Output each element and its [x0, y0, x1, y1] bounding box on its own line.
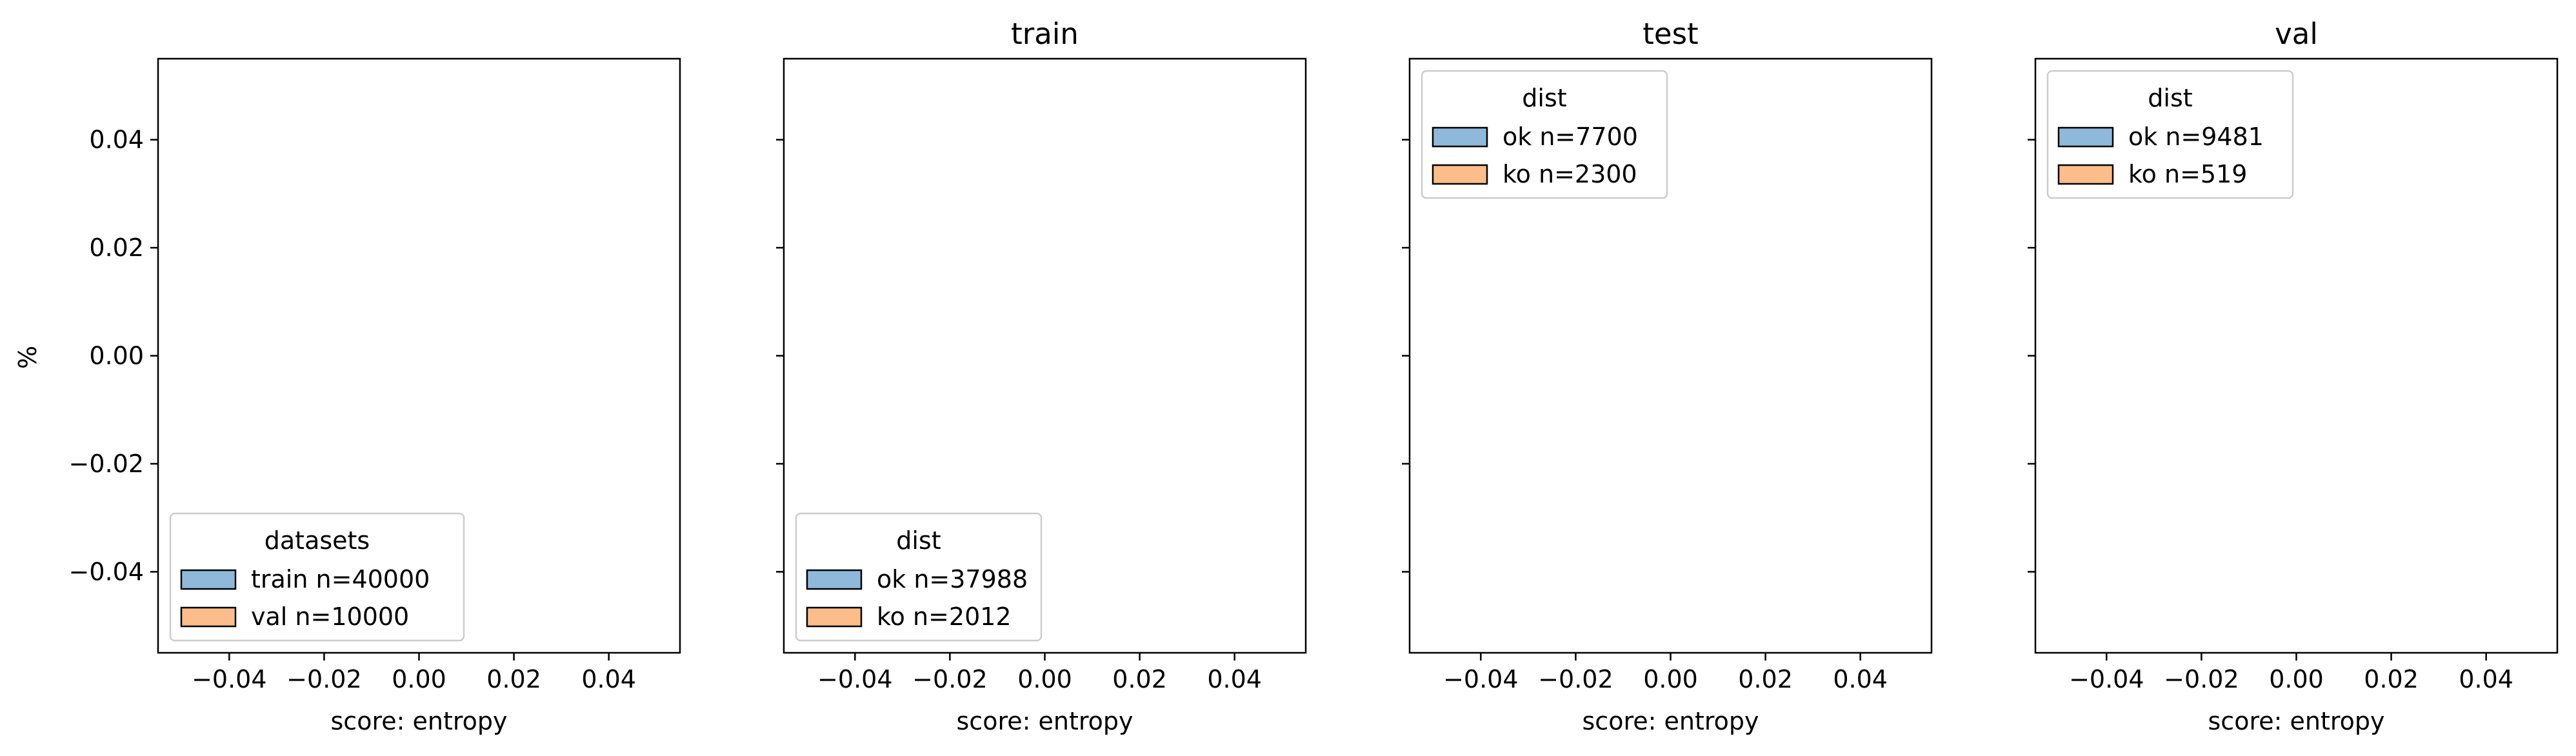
x-tick-label: −0.04: [192, 665, 266, 693]
legend-entry-label: ok n=9481: [2128, 123, 2264, 151]
legend-swatch: [180, 606, 237, 628]
y-tick-label: 0.00: [89, 342, 144, 370]
x-tick-label: 0.00: [392, 665, 446, 693]
x-tick-label: 0.04: [1207, 665, 1262, 693]
legend-swatch: [2057, 164, 2114, 185]
subplot-title: train: [1011, 17, 1079, 51]
legend-title: dist: [896, 526, 941, 555]
legend-entry-label: ok n=37988: [877, 565, 1028, 593]
legend-frame: [169, 512, 465, 642]
subplot-title: test: [1642, 17, 1698, 51]
x-tick-label: 0.04: [2459, 665, 2513, 693]
subplot-3: −0.04 −0.02 0.00 0.02 0.04 score: entropy test…: [1402, 17, 1933, 735]
legend-title: dist: [1522, 84, 1566, 112]
legend-title: dist: [2148, 84, 2192, 112]
x-tick-label: −0.02: [1538, 665, 1613, 693]
legend-title: datasets: [265, 526, 370, 555]
y-tick-label: 0.04: [89, 126, 144, 154]
y-axis-label: %: [14, 346, 42, 369]
x-tick-label: −0.04: [2069, 665, 2144, 693]
legend-entry-label: ko n=2012: [877, 602, 1012, 631]
x-tick-label: 0.02: [486, 665, 541, 693]
x-tick-label: 0.00: [1643, 665, 1698, 693]
legend-swatch: [806, 606, 863, 628]
legend-entry-label: train n=40000: [251, 565, 430, 593]
x-axis-label: score: entropy: [1583, 707, 1759, 735]
subplot-1: −0.04 −0.02 0.00 0.02 0.040.040.020.00−0.02−…: [69, 57, 681, 735]
x-tick-label: 0.04: [1833, 665, 1888, 693]
x-tick-label: −0.04: [1443, 665, 1518, 693]
x-axis-label: score: entropy: [331, 707, 508, 735]
x-tick-label: −0.04: [817, 665, 892, 693]
subplot-title: val: [2275, 17, 2318, 51]
subplot-4: −0.04 −0.02 0.00 0.02 0.04 score: entropy val d…: [2028, 17, 2559, 735]
y-tick-label: −0.02: [69, 450, 144, 478]
legend: dist ok n=37988 ko n=2012: [795, 512, 1043, 642]
x-axis-label: score: entropy: [957, 707, 1133, 735]
legend-swatch: [1432, 164, 1488, 185]
x-tick-label: −0.02: [286, 665, 361, 693]
legend-swatch: [2057, 126, 2114, 148]
y-tick-label: −0.04: [69, 557, 144, 586]
legend-entry-label: val n=10000: [251, 602, 409, 631]
legend: dist ok n=7700 ko n=2300: [1421, 70, 1668, 199]
x-tick-label: 0.02: [2364, 665, 2419, 693]
legend-entry-label: ko n=519: [2128, 160, 2247, 188]
y-tick-label: 0.02: [89, 234, 144, 262]
legend-entry-label: ko n=2300: [1503, 160, 1637, 188]
x-tick-label: 0.00: [2269, 665, 2324, 693]
subplot-2: −0.04 −0.02 0.00 0.02 0.04 score: entropy trai…: [776, 17, 1307, 735]
x-tick-label: 0.00: [1017, 665, 1072, 693]
legend-swatch: [1432, 126, 1488, 148]
x-tick-label: −0.02: [2164, 665, 2239, 693]
x-tick-label: 0.02: [1112, 665, 1167, 693]
x-axis-label: score: entropy: [2208, 707, 2385, 735]
legend: datasets train n=40000 val n=10000: [169, 512, 465, 642]
legend-swatch: [806, 569, 863, 590]
legend-entry-label: ok n=7700: [1503, 123, 1638, 151]
legend-swatch: [180, 569, 237, 590]
x-tick-label: −0.02: [912, 665, 987, 693]
x-tick-label: 0.02: [1738, 665, 1793, 693]
legend: dist ok n=9481 ko n=519: [2046, 70, 2294, 199]
x-tick-label: 0.04: [581, 665, 636, 693]
